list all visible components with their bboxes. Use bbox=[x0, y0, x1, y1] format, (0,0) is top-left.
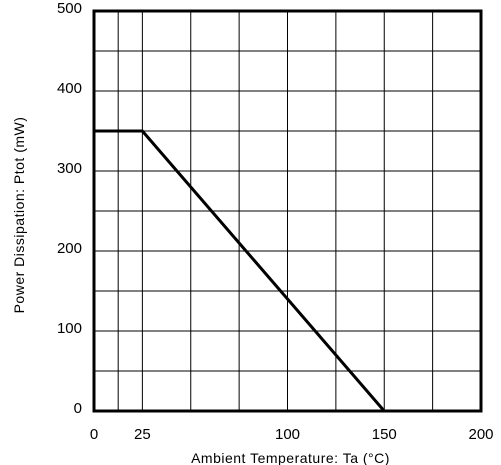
y-axis-label: Power Dissipation: Ptot (mW) bbox=[11, 117, 27, 314]
x-tick-label-0: 0 bbox=[90, 426, 98, 443]
series-layer bbox=[94, 129, 386, 412]
x-axis-label: Ambient Temperature: Ta (°C) bbox=[191, 450, 390, 465]
plot-frame bbox=[92, 9, 483, 413]
y-tick-label-5: 500 bbox=[57, 0, 82, 17]
y-tick-label-4: 400 bbox=[57, 80, 82, 97]
grid bbox=[93, 10, 482, 412]
y-tick-label-1: 100 bbox=[57, 320, 82, 337]
y-tick-label-0: 0 bbox=[74, 400, 82, 417]
x-tick-label-2: 100 bbox=[275, 426, 300, 443]
tick-labels: 0 100 200 300 400 500 0 25 100 150 200 bbox=[57, 0, 494, 443]
derating-curve-line-0 bbox=[94, 129, 386, 412]
x-tick-label-1: 25 bbox=[134, 426, 151, 443]
y-tick-label-3: 300 bbox=[57, 160, 82, 177]
x-tick-label-3: 150 bbox=[372, 426, 397, 443]
x-tick-label-4: 200 bbox=[468, 426, 493, 443]
y-tick-label-2: 200 bbox=[57, 240, 82, 257]
